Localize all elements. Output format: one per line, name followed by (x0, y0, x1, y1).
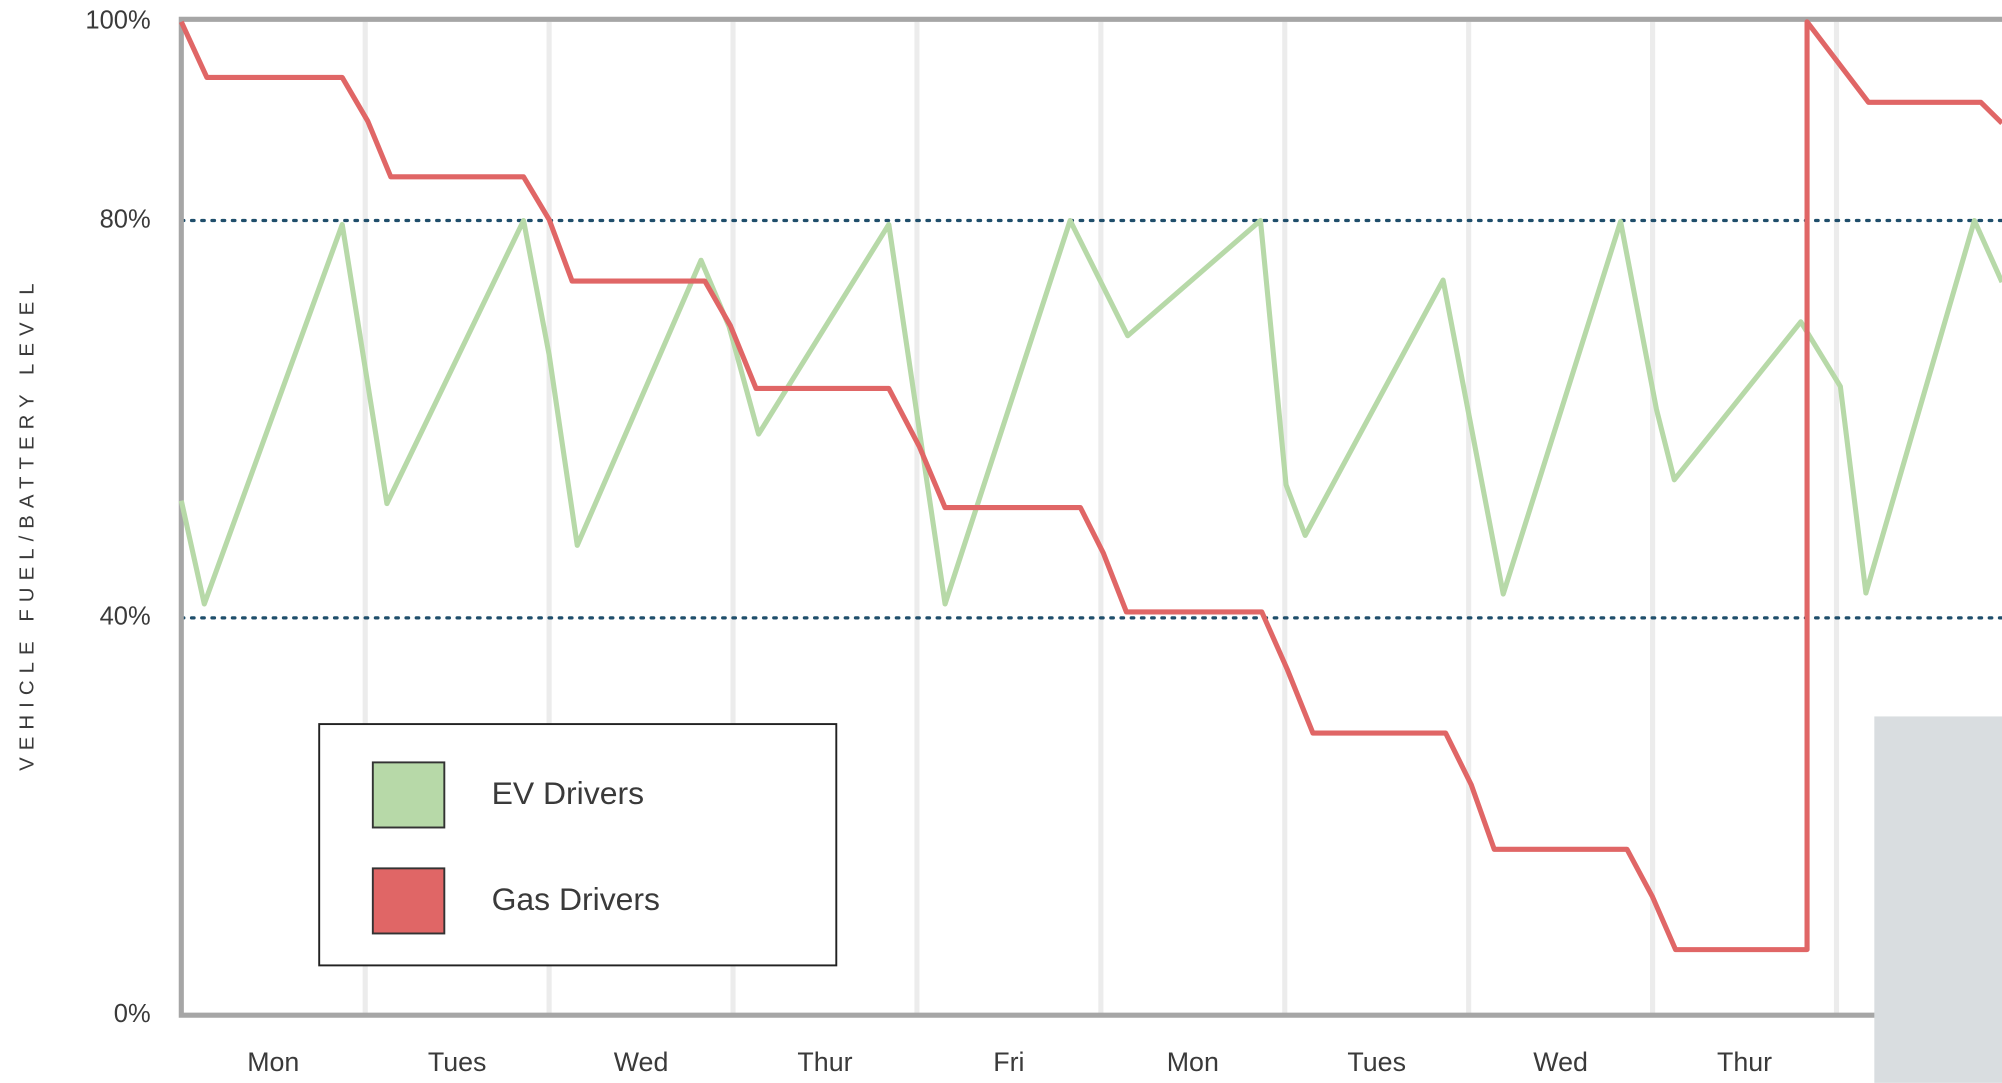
x-tick-label: Fri (993, 1047, 1024, 1077)
chart: VEHICLE FUEL/BATTERY LEVEL 0% 40% 80% 100% M… (0, 0, 2002, 1083)
legend-swatch (373, 868, 445, 933)
legend-label: EV Drivers (492, 775, 644, 811)
x-tick-label: Thur (797, 1047, 852, 1077)
series-line (181, 221, 2002, 604)
y-tick-label: 100% (85, 7, 150, 35)
y-tick-label: 80% (100, 205, 151, 233)
x-tick-label: Mon (1167, 1047, 1219, 1077)
x-tick-label: Mon (247, 1047, 299, 1077)
legend-swatch (373, 762, 445, 827)
x-tick-label: Tues (428, 1047, 487, 1077)
x-tick-label: Wed (614, 1047, 669, 1077)
y-tick-label: 40% (100, 603, 151, 631)
page: {"chart_data": { "type": "line", "y_labe… (0, 0, 2002, 1083)
x-tick-label: Tues (1347, 1047, 1406, 1077)
y-axis-title: VEHICLE FUEL/BATTERY LEVEL (16, 276, 38, 770)
x-tick-label: Wed (1533, 1047, 1588, 1077)
legend-label: Gas Drivers (492, 881, 660, 917)
y-tick-label: 0% (114, 1000, 151, 1028)
photo (1874, 716, 2002, 1082)
x-tick-label: Thur (1717, 1047, 1772, 1077)
